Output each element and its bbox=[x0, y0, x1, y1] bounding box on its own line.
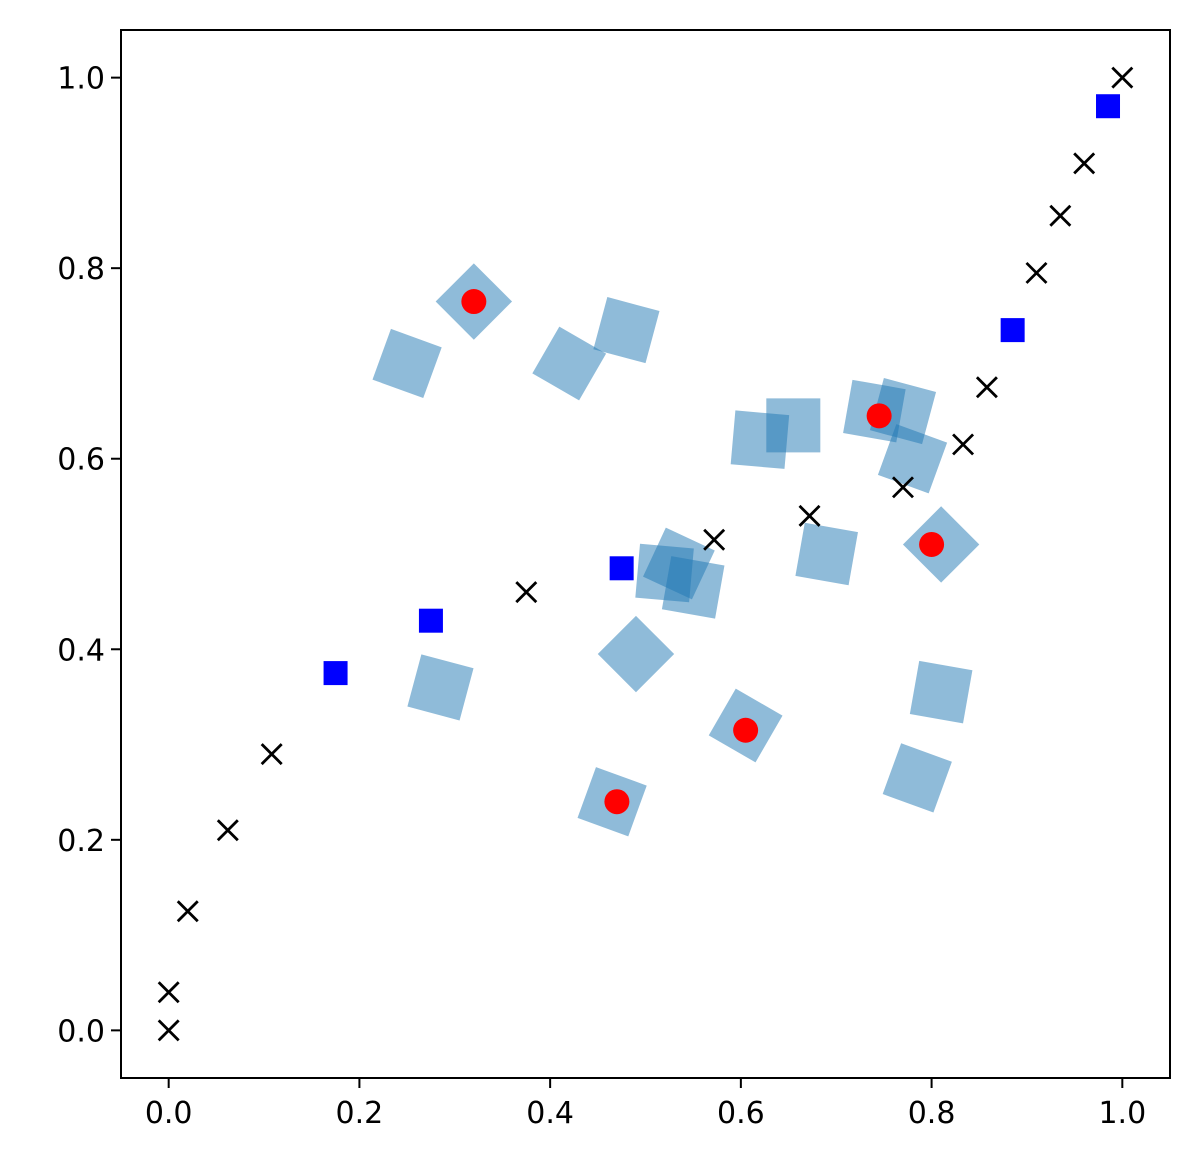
cross-marker bbox=[703, 528, 726, 551]
light-square-marker bbox=[372, 328, 442, 399]
light-square-marker bbox=[909, 660, 973, 724]
cross-marker bbox=[891, 476, 914, 499]
light-square-marker bbox=[661, 556, 725, 619]
light-square-marker bbox=[882, 743, 952, 813]
cross-marker bbox=[1049, 204, 1072, 227]
blue-square-marker bbox=[1096, 94, 1121, 119]
cross-marker bbox=[176, 900, 199, 923]
y-tick-label: 0.4 bbox=[57, 633, 105, 668]
red-dot-marker bbox=[919, 531, 945, 557]
cross-marker bbox=[157, 1019, 180, 1042]
red-dot-marker bbox=[733, 717, 759, 743]
cross-marker bbox=[216, 819, 239, 842]
light-square-marker bbox=[795, 522, 858, 586]
blue-square-marker bbox=[1000, 318, 1025, 343]
x-tick-label: 1.0 bbox=[1098, 1096, 1146, 1131]
blue-square-marker bbox=[609, 556, 634, 581]
cross-marker bbox=[1111, 66, 1134, 89]
blue-square-marker bbox=[323, 661, 348, 686]
blue-square-marker bbox=[418, 608, 443, 633]
light-square-marker bbox=[766, 398, 821, 453]
cross-marker bbox=[952, 433, 975, 456]
cross-marker bbox=[798, 504, 821, 527]
cross-marker bbox=[1025, 261, 1048, 284]
light-square-marker bbox=[869, 378, 937, 445]
axes-frame bbox=[120, 29, 1171, 1079]
y-tick-label: 0.8 bbox=[57, 252, 105, 287]
x-tick-label: 0.6 bbox=[717, 1096, 765, 1131]
y-tick-label: 0.0 bbox=[57, 1014, 105, 1049]
x-tick-label: 0.2 bbox=[336, 1096, 384, 1131]
y-tick-label: 0.6 bbox=[57, 443, 105, 478]
y-tick-label: 1.0 bbox=[57, 62, 105, 97]
cross-marker bbox=[157, 981, 180, 1004]
x-tick-label: 0.4 bbox=[526, 1096, 574, 1131]
axes: 0.0 0.2 0.4 0.6 0.8 1.0 0.0 0.2 0.4 0.6 0.8 1.0 bbox=[57, 29, 1171, 1131]
light-square-marker bbox=[593, 297, 660, 364]
light-square-marker bbox=[877, 424, 948, 494]
cross-marker bbox=[975, 376, 998, 399]
red-dot-marker bbox=[461, 289, 487, 315]
cross-marker bbox=[260, 743, 283, 766]
red-dot-marker bbox=[604, 789, 630, 815]
plot-marks bbox=[157, 66, 1134, 1042]
x-tick-label: 0.8 bbox=[908, 1096, 956, 1131]
light-square-marker bbox=[532, 326, 607, 401]
red-dot-marker bbox=[866, 403, 892, 429]
y-tick-label: 0.2 bbox=[57, 824, 105, 859]
x-tick-label: 0.0 bbox=[145, 1096, 193, 1131]
cross-marker bbox=[515, 581, 538, 604]
light-square-marker bbox=[597, 615, 675, 693]
light-square-marker bbox=[407, 654, 474, 721]
cross-marker bbox=[1073, 152, 1096, 175]
